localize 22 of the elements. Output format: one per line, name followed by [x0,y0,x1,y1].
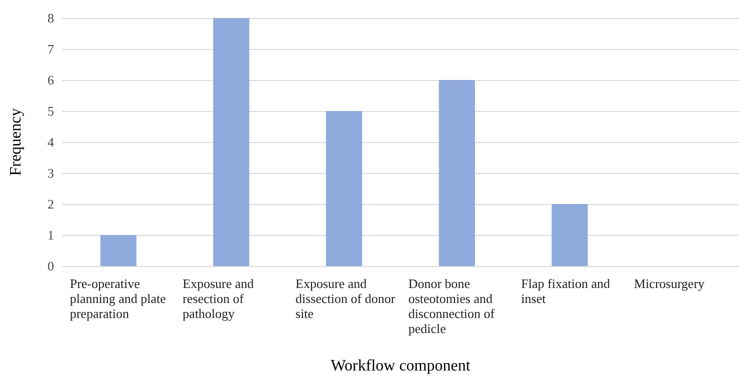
y-tick-label: 7 [48,42,54,56]
y-tick-label: 0 [48,258,54,274]
x-tick-label: Exposure and resection of pathology [182,276,258,321]
x-tick-label: Donor bone osteotomies and disconnection of pedicle [408,276,498,336]
bar [438,80,475,266]
y-tick-label: 3 [48,166,54,180]
y-tick-label: 4 [48,134,54,150]
bar [100,235,136,266]
y-axis-title: Frequency [8,108,24,176]
y-tick-label: 2 [48,196,54,212]
y-tick-label: 8 [48,10,54,26]
x-tick-label: Flap fixation and inset [521,276,614,306]
bar [213,18,250,266]
y-tick-label: 1 [48,228,54,242]
x-axis-title: Workflow component [330,358,471,374]
y-tick-label: 6 [48,72,54,88]
bar [326,111,362,266]
bar [552,204,588,266]
x-tick-label: Pre-operative planning and plate preparation [70,276,170,321]
y-tick-label: 5 [48,104,54,118]
x-tick-label: Exposure and dissection of donor site [296,276,398,321]
x-tick-label: Microsurgery [634,276,706,291]
